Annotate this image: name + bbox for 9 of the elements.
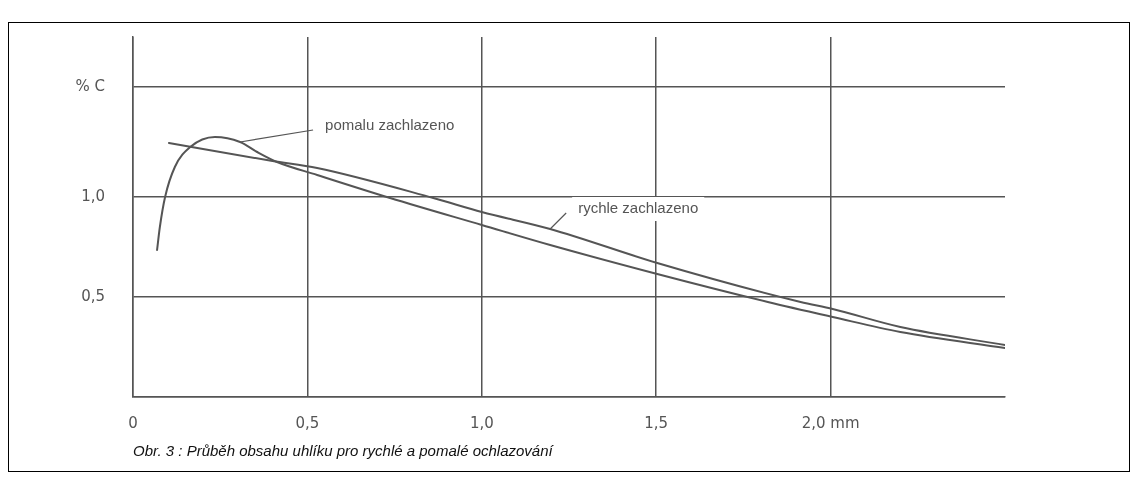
text: pomalu zachlazeno <box>325 116 455 134</box>
x-tick-label: 0 <box>128 414 138 433</box>
x-tick-label: 1,5 <box>644 414 669 433</box>
y-axis-title: % C <box>75 76 105 95</box>
x-tick-label: 2,0 mm <box>801 414 860 433</box>
x-tick-label: 0,5 <box>295 414 320 433</box>
series-label: rychle zachlazeno <box>578 199 699 217</box>
x-tick-label: 1,0 <box>469 414 494 433</box>
text: Obr. 3 : Průběh obsahu uhlíku pro rychlé a pomalé ochlazování <box>133 442 555 460</box>
